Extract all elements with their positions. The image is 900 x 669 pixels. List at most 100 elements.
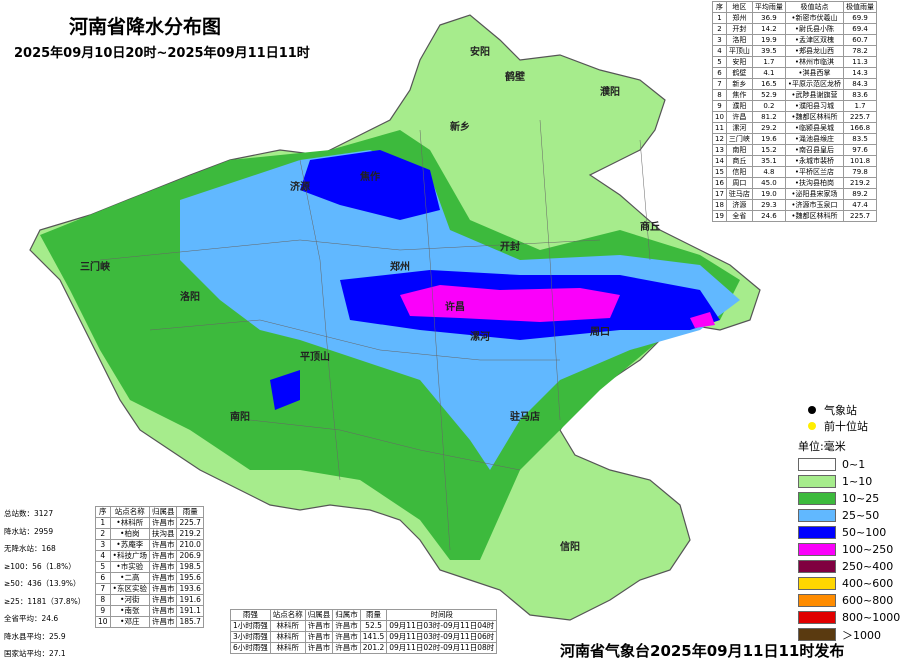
city-label: 开封 (500, 240, 520, 253)
stat-line: 降水县平均：25.9 (4, 631, 66, 641)
cell: •临颍县吴城 (784, 122, 845, 134)
swatch (798, 611, 836, 624)
cell: 0.2 (751, 100, 786, 112)
row: 10 许昌 81.2 •魏都区林科所 225.7 (712, 111, 878, 123)
row: 1 •林科所 许昌市 225.7 (95, 517, 204, 529)
city-label: 濮阳 (600, 85, 620, 98)
cell: 9 (712, 100, 727, 112)
row: 1小时雨强 林科所 许昌市 许昌市 52.5 09月11日03时-09月11日04时 (230, 620, 498, 632)
cell: 1 (95, 517, 111, 529)
cell: 18 (712, 199, 727, 211)
row: 6 •二高 许昌市 195.6 (95, 572, 204, 584)
cell: 鹤壁 (725, 67, 753, 79)
cell: 12 (712, 133, 727, 145)
cell: 60.7 (843, 34, 878, 46)
swatch (798, 492, 836, 505)
cell: •魏都区林科所 (784, 111, 845, 123)
cell: 许昌市 (148, 583, 178, 595)
header-row: 雨强 站点名称 归属县 归属市 雨量 时间段 (230, 609, 498, 621)
cell: •邓庄 (109, 616, 150, 628)
cell: 1小时雨强 (230, 620, 271, 632)
cell: 三门峡 (725, 133, 753, 145)
header-row: 序地区 平均雨量 极值站点 极值雨量 (712, 1, 878, 13)
cell: 47.4 (843, 199, 878, 211)
header-cell: 归属县 (304, 609, 334, 621)
row: 3 •苏庵李 许昌市 210.0 (95, 539, 204, 551)
cell: 林科所 (269, 620, 306, 632)
cell: 7 (95, 583, 111, 595)
cell: •武陟县谢旗营 (784, 89, 845, 101)
cell: 平顶山 (725, 45, 753, 57)
row: 14 商丘 35.1 •永城市裴桥 101.8 (712, 155, 878, 167)
cell: •柏岗 (109, 528, 150, 540)
row: 1 郑州 36.9 •新密市伏羲山 69.9 (712, 12, 878, 24)
city-label: 漯河 (470, 330, 490, 343)
row: 7 新乡 16.5 •平原示范区龙桥 84.3 (712, 78, 878, 90)
cell: 4.1 (751, 67, 786, 79)
cell: 8 (95, 594, 111, 606)
cell: 5 (95, 561, 111, 573)
row: 7 •东区实验 许昌市 193.6 (95, 583, 204, 595)
header-cell: 雨量 (176, 506, 204, 518)
legend-bin: 800~1000 (798, 609, 900, 626)
cell: 14.2 (751, 23, 786, 35)
cell: •林科所 (109, 517, 150, 529)
cell: 周口 (725, 177, 753, 189)
cell: 97.6 (843, 144, 878, 156)
stat-line: 降水站：2959 (4, 526, 54, 536)
legend-label: 0~1 (842, 458, 866, 471)
cell: 许昌市 (148, 550, 178, 562)
cell: •河街 (109, 594, 150, 606)
city-label: 信阳 (560, 540, 580, 553)
cell: 210.0 (176, 539, 204, 551)
cell: 商丘 (725, 155, 753, 167)
cell: 南阳 (725, 144, 753, 156)
cell: •淇县西掌 (784, 67, 845, 79)
city-label: 南阳 (230, 410, 250, 423)
cell: 2 (712, 23, 727, 35)
cell: 29.2 (751, 122, 786, 134)
cell: 许昌市 (304, 620, 334, 632)
city-label: 安阳 (470, 45, 490, 58)
row: 2 开封 14.2 •尉氏县小陈 69.4 (712, 23, 878, 35)
cell: 09月11日03时-09月11日04时 (386, 620, 498, 632)
cell: 29.3 (751, 199, 786, 211)
cell: 1.7 (751, 56, 786, 68)
city-label: 济源 (290, 180, 310, 193)
row: 9 濮阳 0.2 •濮阳县习城 1.7 (712, 100, 878, 112)
row: 11 漯河 29.2 •临颍县吴城 166.8 (712, 122, 878, 134)
cell: 2 (95, 528, 111, 540)
header-row: 序站点名称 归属县 雨量 (95, 506, 204, 518)
hourly-table: 雨强 站点名称 归属县 归属市 雨量 时间段 1小时雨强 林科所 许昌市 许昌市 52.5 09月11… (230, 609, 498, 654)
cell: 101.8 (843, 155, 878, 167)
cell: 8 (712, 89, 727, 101)
county-borders (99, 119, 651, 551)
city-table: 序地区 平均雨量 极值站点 极值雨量 1 郑州 36.9 •新密市伏羲山 69.9 2 开封 14.2… (712, 1, 878, 222)
cell: 13 (712, 144, 727, 156)
cell: 6 (712, 67, 727, 79)
legend-label: 100~250 (842, 543, 894, 556)
cell: 19.9 (751, 34, 786, 46)
cell: 许昌市 (332, 631, 361, 643)
cell: 225.7 (843, 210, 878, 222)
cell: 206.9 (176, 550, 204, 562)
header-cell: 站点名称 (269, 609, 306, 621)
cell: 许昌 (725, 111, 753, 123)
cell: •济源市玉泉口 (784, 199, 845, 211)
legend-label: 50~100 (842, 526, 887, 539)
cell: 新乡 (725, 78, 753, 90)
cell: 4 (712, 45, 727, 57)
header-cell: 极值站点 (784, 1, 845, 13)
cell: •二高 (109, 572, 150, 584)
cell: 201.2 (359, 642, 388, 654)
header-cell: 雨强 (230, 609, 271, 621)
city-label: 商丘 (640, 220, 660, 233)
cell: 19 (712, 210, 727, 222)
cell: 185.7 (176, 616, 204, 628)
city-label: 新乡 (450, 120, 470, 133)
cell: 许昌市 (148, 561, 178, 573)
header-cell: 归属县 (148, 506, 178, 518)
row: 10 •邓庄 许昌市 185.7 (95, 616, 204, 628)
header-cell: 序 (712, 1, 727, 13)
